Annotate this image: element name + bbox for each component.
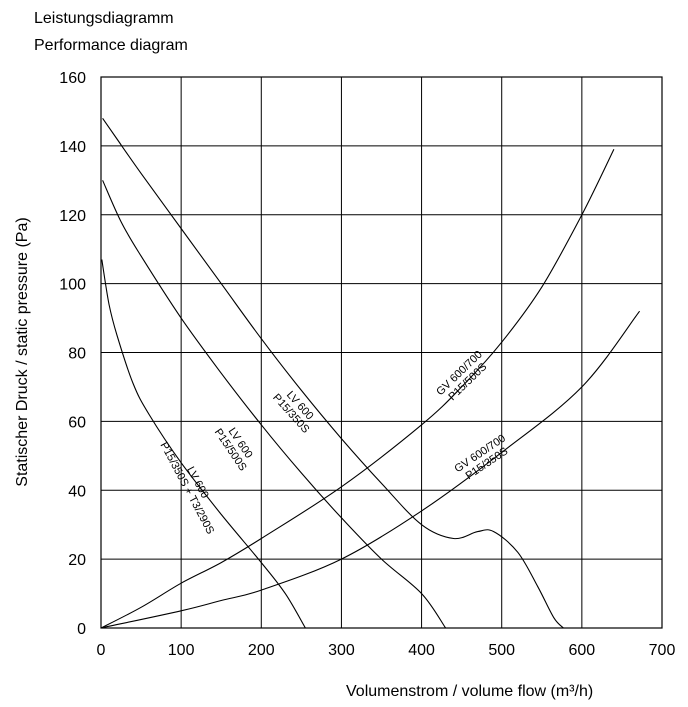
y-tick-label: 0 xyxy=(77,621,86,638)
lv600-p15-350s-curve xyxy=(102,117,564,629)
gv600-700-p15-500s-curve xyxy=(100,149,615,629)
x-tick-label: 300 xyxy=(328,642,355,659)
x-tick-label: 400 xyxy=(408,642,435,659)
x-tick-label: 100 xyxy=(168,642,195,659)
lv600-p15-500s-curve xyxy=(102,180,447,629)
y-tick-label: 140 xyxy=(59,139,86,156)
gv600-700-p15-350s-curve xyxy=(100,310,641,629)
x-tick-label: 500 xyxy=(488,642,515,659)
x-tick-label: 700 xyxy=(649,642,676,659)
y-axis-label: Statischer Druck / static pressure (Pa) xyxy=(14,217,31,486)
y-tick-label: 40 xyxy=(68,483,86,500)
x-tick-label: 600 xyxy=(569,642,596,659)
y-tick-label: 20 xyxy=(68,552,86,569)
chart-subtitle: Performance diagram xyxy=(34,37,188,54)
chart-title: Leistungsdiagramm xyxy=(34,10,174,27)
y-tick-label: 80 xyxy=(68,346,86,363)
x-tick-label: 0 xyxy=(97,642,106,659)
y-tick-label: 100 xyxy=(59,277,86,294)
y-tick-label: 160 xyxy=(59,70,86,87)
lv600-p15-350s-t3-290s-curve xyxy=(101,259,306,629)
plot-frame xyxy=(100,76,663,629)
x-axis-label: Volumenstrom / volume flow (m³/h) xyxy=(346,683,593,700)
y-tick-label: 120 xyxy=(59,208,86,225)
x-tick-label: 200 xyxy=(248,642,275,659)
y-tick-label: 60 xyxy=(68,414,86,431)
